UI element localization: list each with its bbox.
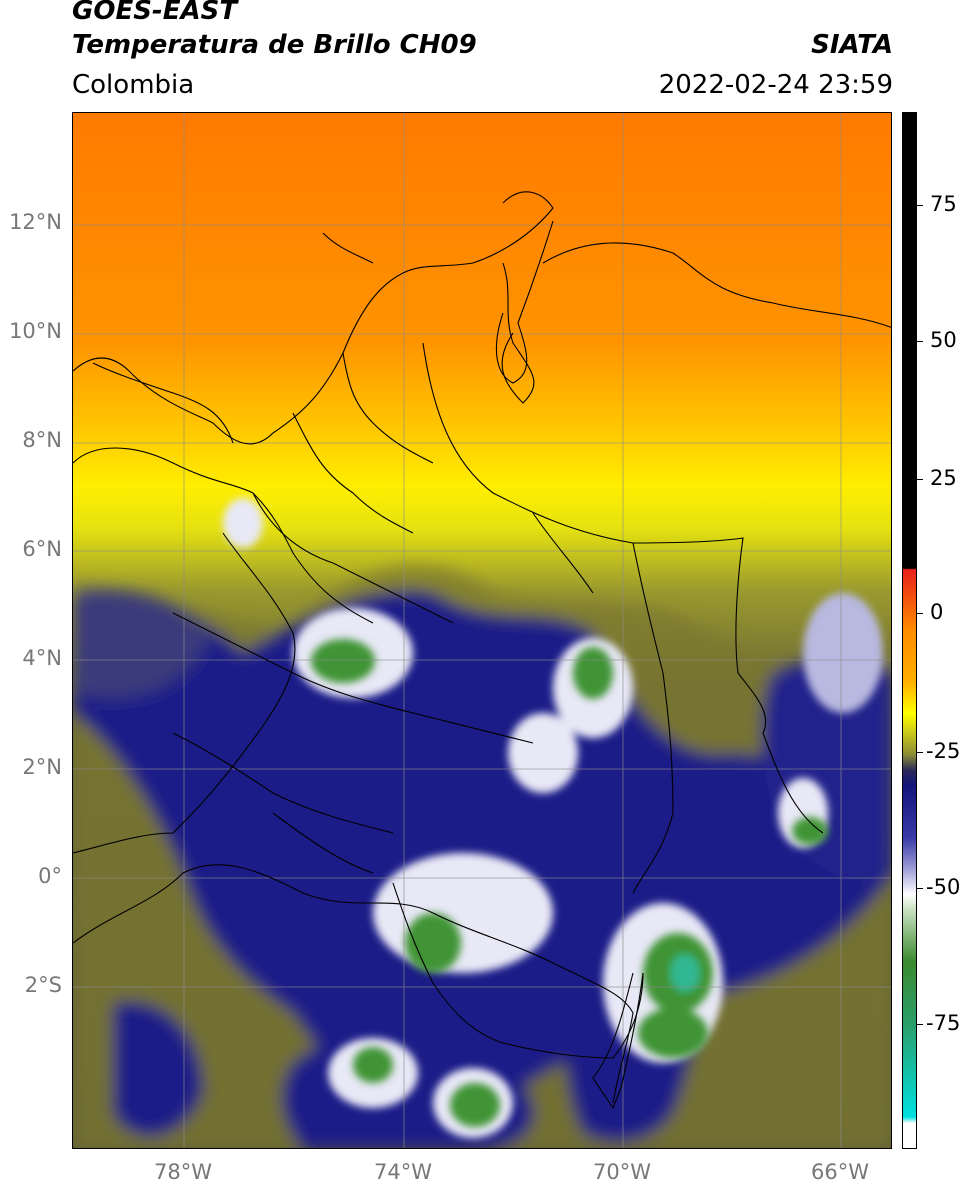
brightness-temperature-map bbox=[72, 112, 892, 1149]
colorbar-label-0: 0 bbox=[930, 600, 944, 624]
organization-label: SIATA bbox=[811, 30, 893, 60]
colorbar-tick-0 bbox=[917, 613, 923, 614]
map-canvas bbox=[73, 113, 891, 1148]
product-title: Temperatura de Brillo CH09 bbox=[72, 30, 477, 60]
lat-label-2n: 2°N bbox=[22, 755, 62, 779]
lat-label-4n: 4°N bbox=[22, 646, 62, 670]
lat-label-8n: 8°N bbox=[22, 428, 62, 452]
lat-label-12n: 12°N bbox=[9, 210, 62, 234]
lon-label-78w: 78°W bbox=[154, 1160, 212, 1184]
colorbar-tick-m50 bbox=[917, 888, 923, 889]
colorbar-tick-75 bbox=[917, 205, 923, 206]
lon-label-74w: 74°W bbox=[374, 1160, 432, 1184]
colorbar-label-75: 75 bbox=[930, 192, 957, 216]
colorbar-label-m75: -75 bbox=[926, 1011, 961, 1035]
colorbar-tick-50 bbox=[917, 341, 923, 342]
colorbar-tick-25 bbox=[917, 479, 923, 480]
country-boundaries bbox=[73, 191, 891, 1110]
temperature-colorbar bbox=[902, 112, 917, 1149]
lat-label-2s: 2°S bbox=[24, 973, 62, 997]
colorbar-label-m25: -25 bbox=[926, 739, 961, 763]
lat-label-0: 0° bbox=[38, 864, 62, 888]
colorbar-label-50: 50 bbox=[930, 328, 957, 352]
datetime-label: 2022-02-24 23:59 bbox=[658, 70, 893, 100]
lon-label-70w: 70°W bbox=[593, 1160, 651, 1184]
region-label: Colombia bbox=[72, 70, 195, 100]
colorbar-label-m50: -50 bbox=[926, 875, 961, 899]
satellite-title: GOES-EAST bbox=[72, 0, 238, 26]
lat-label-10n: 10°N bbox=[9, 319, 62, 343]
colorbar-tick-m75 bbox=[917, 1024, 923, 1025]
colorbar-label-25: 25 bbox=[930, 466, 957, 490]
lon-label-66w: 66°W bbox=[811, 1160, 869, 1184]
graticule bbox=[73, 113, 891, 1148]
lat-label-6n: 6°N bbox=[22, 537, 62, 561]
cyan-core bbox=[669, 953, 701, 993]
colorbar-tick-m25 bbox=[917, 752, 923, 753]
